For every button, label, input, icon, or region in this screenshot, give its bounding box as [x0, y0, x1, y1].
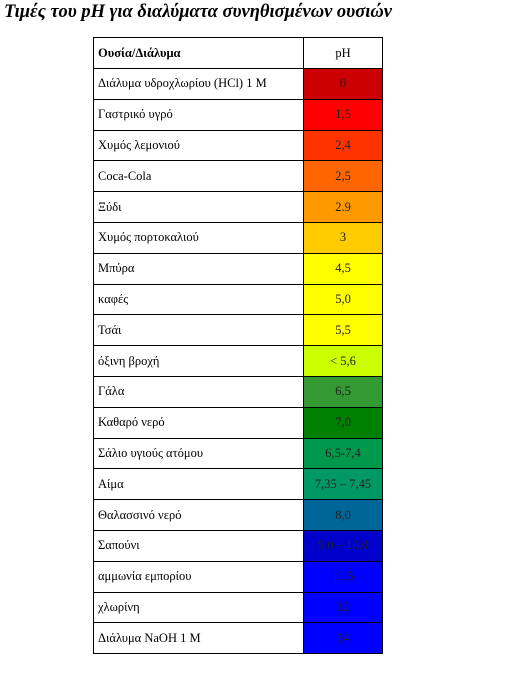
row: Ξύδι 2.9 — [93, 191, 383, 223]
ph-cell: 3 — [303, 221, 383, 254]
ph-cell: 0 — [303, 68, 383, 100]
header-cell: pH — [303, 37, 383, 69]
substance-cell: Διάλυμα υδροχλωρίου (HCl) 1 M — [93, 68, 304, 100]
row: όξινη βροχή < 5,6 — [93, 345, 383, 377]
ph-cell: 6,5 — [303, 375, 383, 408]
substance-cell: Τσάι — [93, 314, 304, 347]
ph-cell: < 5,6 — [303, 345, 383, 377]
substance-cell: καφές — [93, 283, 304, 316]
row: Θαλασσινό νερό 8,0 — [93, 499, 383, 531]
row: αμμωνία εμπορίου 11,5 — [93, 560, 383, 593]
row: Σαπούνι 9,0 – 10,0 — [93, 529, 383, 562]
row: χλωρίνη 12 — [93, 591, 383, 624]
ph-cell: 2,4 — [303, 129, 383, 162]
ph-cell: 8,0 — [303, 499, 383, 531]
substance-cell: Coca-Cola — [93, 160, 304, 193]
ph-cell: 12 — [303, 591, 383, 624]
substance-cell: Γαστρικό υγρό — [93, 98, 304, 131]
row: Γάλα 6,5 — [93, 375, 383, 408]
table-body: Διάλυμα υδροχλωρίου (HCl) 1 M 0 Γαστρικό υ… — [93, 68, 383, 655]
header-row: Ουσία/Διάλυμα pH — [93, 37, 383, 69]
row: Μπύρα 4,5 — [93, 252, 383, 285]
substance-cell: Σαπούνι — [93, 529, 304, 562]
ph-cell: 4,5 — [303, 252, 383, 285]
header-cell: Ουσία/Διάλυμα — [93, 37, 304, 69]
ph-cell: 9,0 – 10,0 — [303, 529, 383, 562]
substance-cell: χλωρίνη — [93, 591, 304, 624]
substance-cell: αμμωνία εμπορίου — [93, 560, 304, 593]
ph-cell: 2.9 — [303, 191, 383, 223]
substance-cell: Αίμα — [93, 468, 304, 501]
row: Χυμός λεμονιού 2,4 — [93, 129, 383, 162]
ph-cell: 7,35 – 7,45 — [303, 468, 383, 501]
row: Τσάι 5,5 — [93, 314, 383, 347]
ph-cell: 11,5 — [303, 560, 383, 593]
row: Coca-Cola 2,5 — [93, 160, 383, 193]
ph-cell: 1,5 — [303, 98, 383, 131]
ph-cell: 2,5 — [303, 160, 383, 193]
title: Τιμές του pH για διαλύματα συνηθισμένων … — [4, 2, 392, 22]
row: Γαστρικό υγρό 1,5 — [93, 98, 383, 131]
ph-table: Ουσία/Διάλυμα pH Διάλυμα υδροχλωρίου (HC… — [93, 37, 383, 655]
substance-cell: Ξύδι — [93, 191, 304, 223]
row: καφές 5,0 — [93, 283, 383, 316]
ph-cell: 6,5-7,4 — [303, 437, 383, 470]
substance-cell: Χυμός πορτοκαλιού — [93, 221, 304, 254]
row: Σάλιο υγιούς ατόμου 6,5-7,4 — [93, 437, 383, 470]
row: Καθαρό νερό 7,0 — [93, 406, 383, 439]
row: Διάλυμα NaOH 1 M 14 — [93, 622, 383, 655]
substance-cell: Καθαρό νερό — [93, 406, 304, 439]
substance-cell: Θαλασσινό νερό — [93, 499, 304, 531]
substance-cell: Μπύρα — [93, 252, 304, 285]
substance-cell: Γάλα — [93, 375, 304, 408]
substance-cell: Χυμός λεμονιού — [93, 129, 304, 162]
row: Αίμα 7,35 – 7,45 — [93, 468, 383, 501]
ph-cell: 7,0 — [303, 406, 383, 439]
ph-cell: 14 — [303, 622, 383, 655]
row: Χυμός πορτοκαλιού 3 — [93, 221, 383, 254]
substance-cell: Σάλιο υγιούς ατόμου — [93, 437, 304, 470]
ph-cell: 5,0 — [303, 283, 383, 316]
ph-cell: 5,5 — [303, 314, 383, 347]
substance-cell: Διάλυμα NaOH 1 M — [93, 622, 304, 655]
substance-cell: όξινη βροχή — [93, 345, 304, 377]
